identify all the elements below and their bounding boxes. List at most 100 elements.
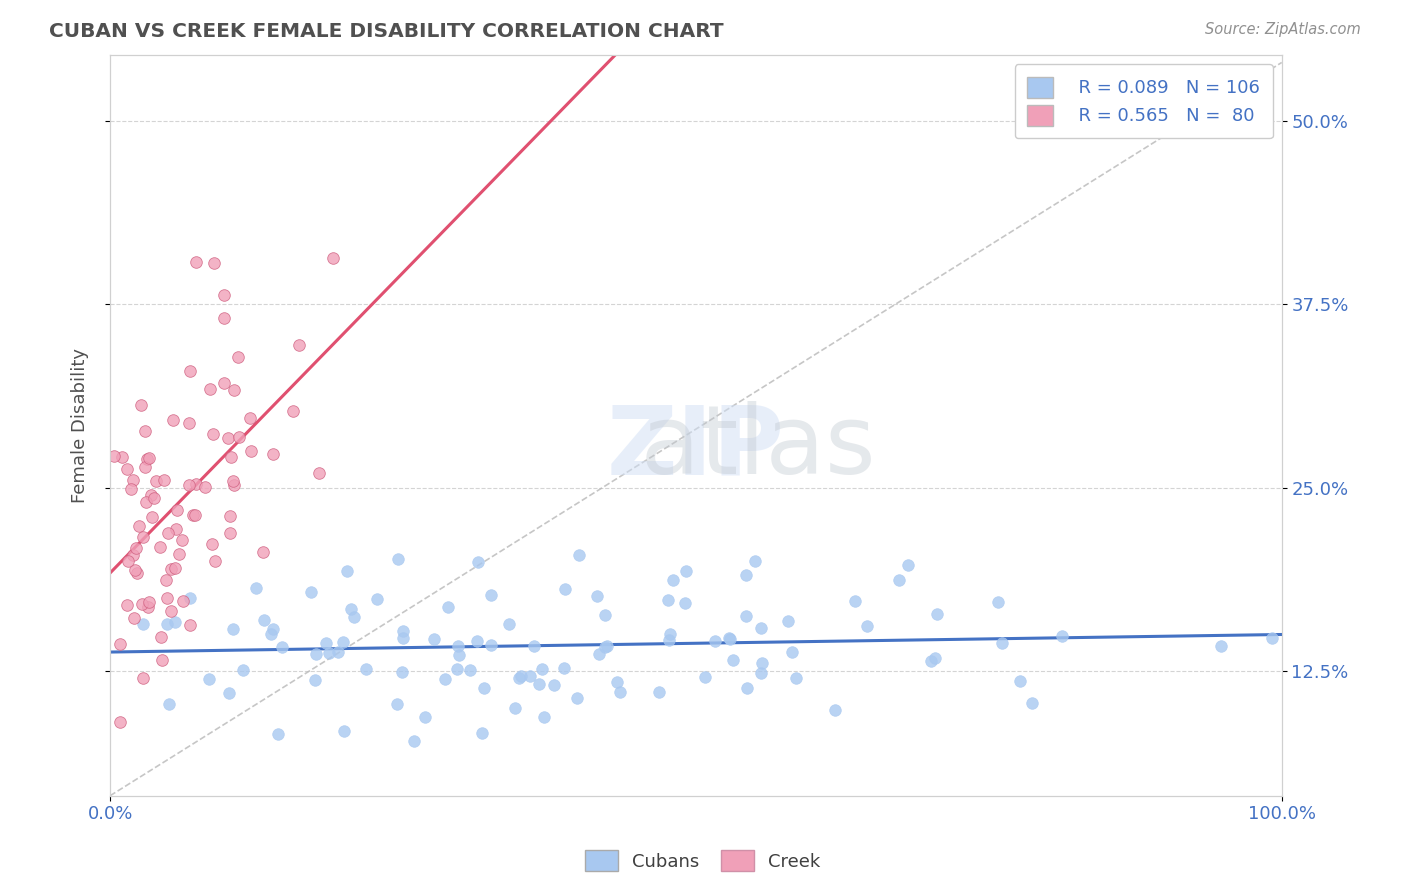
Point: [391, 632, 413, 646]
Point: [318, 646, 340, 660]
Point: [471, 725, 494, 739]
Point: [149, 540, 172, 554]
Point: [281, 404, 304, 418]
Point: [593, 607, 616, 622]
Point: [744, 554, 766, 568]
Point: [288, 338, 311, 352]
Point: [179, 617, 201, 632]
Point: [749, 666, 772, 681]
Point: [222, 622, 245, 636]
Point: [749, 621, 772, 635]
Point: [201, 537, 224, 551]
Point: [115, 598, 138, 612]
Point: [138, 451, 160, 466]
Point: [609, 685, 631, 699]
Text: atlas: atlas: [516, 401, 875, 494]
Point: [157, 526, 180, 541]
Text: ZIP: ZIP: [607, 401, 785, 494]
Point: [675, 564, 697, 578]
Point: [232, 664, 254, 678]
Point: [703, 634, 725, 648]
Point: [735, 609, 758, 624]
Point: [128, 518, 150, 533]
Point: [253, 613, 276, 627]
Point: [595, 640, 617, 654]
Point: [204, 554, 226, 568]
Point: [212, 287, 235, 301]
Y-axis label: Female Disability: Female Disability: [72, 348, 89, 503]
Point: [648, 685, 671, 699]
Point: [332, 724, 354, 739]
Point: [606, 675, 628, 690]
Point: [498, 617, 520, 632]
Point: [139, 488, 162, 502]
Point: [529, 677, 551, 691]
Point: [523, 640, 546, 654]
Point: [262, 622, 284, 636]
Point: [1209, 639, 1232, 653]
Point: [124, 563, 146, 577]
Point: [198, 382, 221, 396]
Point: [270, 640, 292, 654]
Point: [586, 589, 609, 603]
Point: [156, 617, 179, 632]
Point: [134, 459, 156, 474]
Point: [533, 710, 555, 724]
Point: [568, 548, 591, 562]
Point: [472, 681, 495, 696]
Point: [447, 639, 470, 653]
Point: [122, 548, 145, 562]
Point: [150, 652, 173, 666]
Legend: Cubans, Creek: Cubans, Creek: [578, 843, 828, 879]
Point: [458, 663, 481, 677]
Point: [734, 568, 756, 582]
Point: [387, 552, 409, 566]
Point: [465, 634, 488, 648]
Point: [554, 582, 576, 597]
Point: [135, 494, 157, 508]
Point: [224, 478, 246, 492]
Point: [172, 533, 194, 548]
Point: [780, 645, 803, 659]
Point: [217, 431, 239, 445]
Point: [162, 413, 184, 427]
Point: [735, 681, 758, 695]
Point: [392, 624, 415, 639]
Point: [214, 376, 236, 390]
Point: [121, 473, 143, 487]
Text: CUBAN VS CREEK FEMALE DISABILITY CORRELATION CHART: CUBAN VS CREEK FEMALE DISABILITY CORRELA…: [49, 22, 724, 41]
Point: [138, 595, 160, 609]
Point: [159, 604, 181, 618]
Point: [117, 554, 139, 568]
Point: [385, 697, 408, 711]
Point: [565, 691, 588, 706]
Point: [186, 254, 208, 268]
Point: [897, 558, 920, 572]
Point: [177, 417, 200, 431]
Point: [343, 609, 366, 624]
Point: [1021, 696, 1043, 710]
Point: [340, 601, 363, 615]
Point: [153, 473, 176, 487]
Point: [467, 555, 489, 569]
Point: [326, 645, 349, 659]
Point: [157, 697, 180, 711]
Point: [723, 653, 745, 667]
Point: [1050, 629, 1073, 643]
Point: [531, 663, 554, 677]
Point: [179, 591, 201, 605]
Point: [184, 508, 207, 522]
Text: Source: ZipAtlas.com: Source: ZipAtlas.com: [1205, 22, 1361, 37]
Point: [245, 581, 267, 595]
Point: [718, 631, 741, 645]
Point: [218, 526, 240, 541]
Point: [718, 632, 741, 647]
Point: [824, 703, 846, 717]
Point: [141, 509, 163, 524]
Point: [218, 686, 240, 700]
Point: [194, 480, 217, 494]
Point: [219, 450, 242, 464]
Point: [165, 615, 187, 630]
Point: [433, 672, 456, 686]
Point: [785, 671, 807, 685]
